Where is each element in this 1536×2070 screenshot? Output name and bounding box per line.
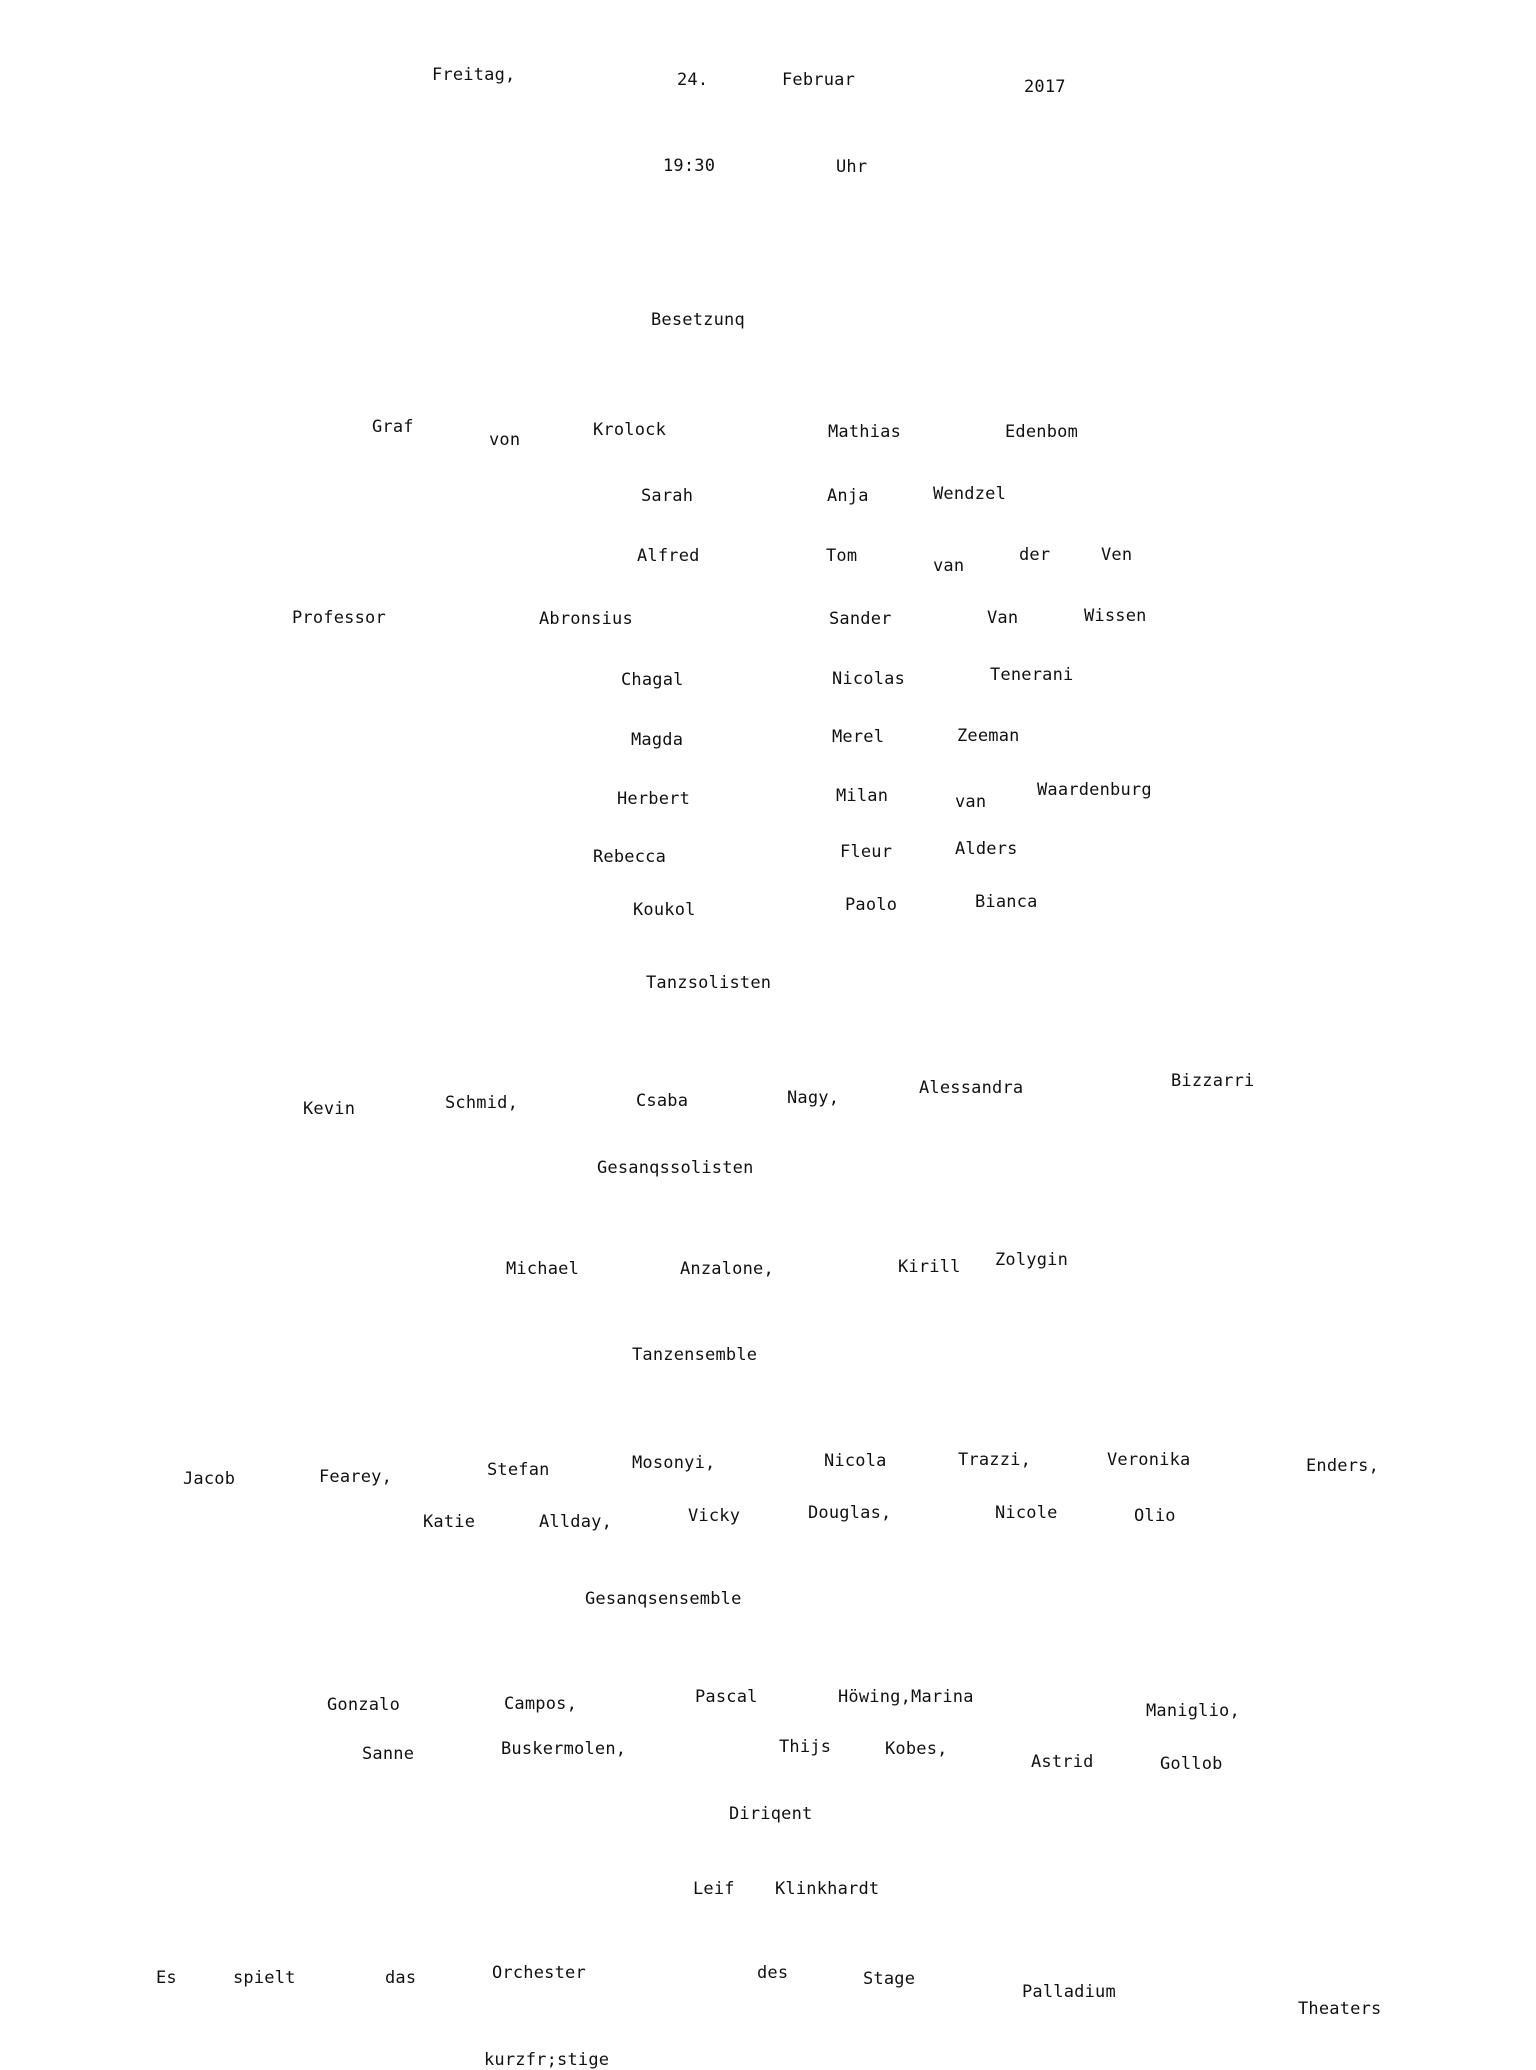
vocal-ensemble-word: Pascal — [695, 1687, 758, 1707]
cast-performer-word: Paolo — [845, 895, 898, 915]
date-month: Februar — [782, 70, 856, 90]
cast-performer-word: Milan — [836, 786, 889, 806]
time-unit: Uhr — [836, 157, 868, 177]
orchestra-tail: kurzfr;stige — [484, 2050, 610, 2070]
cast-performer-word: Anja — [827, 486, 869, 506]
cast-performer-word: Alders — [955, 839, 1018, 859]
cast-role-word: Krolock — [593, 420, 667, 440]
dance-ensemble-word: Veronika — [1107, 1450, 1191, 1470]
dance-ensemble-word: Jacob — [183, 1469, 236, 1489]
dance-soloist-word: Alessandra — [919, 1078, 1024, 1098]
cast-performer-word: van — [933, 556, 965, 576]
cast-role-word: von — [489, 430, 521, 450]
vocal-ensemble-word: Thijs — [779, 1737, 832, 1757]
date-year: 2017 — [1024, 77, 1066, 97]
cast-performer-word: van — [955, 792, 987, 812]
dance-ensemble-word: Nicole — [995, 1503, 1058, 1523]
date-day: 24. — [677, 70, 709, 90]
cast-role-word: Graf — [372, 417, 414, 437]
dance-ensemble-word: Enders, — [1306, 1456, 1380, 1476]
conductor-heading: Diriqent — [729, 1804, 813, 1824]
vocal-soloist-word: Kirill — [898, 1257, 961, 1277]
orchestra-word: Theaters — [1298, 1999, 1382, 2019]
dance-ensemble-word: Nicola — [824, 1451, 887, 1471]
time-value: 19:30 — [663, 156, 716, 176]
cast-role-word: Koukol — [633, 900, 696, 920]
dance-ensemble-word: Mosonyi, — [632, 1453, 716, 1473]
conductor-word: Leif — [693, 1879, 735, 1899]
cast-performer-word: Waardenburg — [1037, 780, 1152, 800]
cast-role-word: Abronsius — [539, 609, 633, 629]
vocal-ensemble-word: Kobes, — [885, 1739, 948, 1759]
orchestra-word: Palladium — [1022, 1982, 1116, 2002]
conductor-word: Klinkhardt — [775, 1879, 880, 1899]
vocal-ensemble-heading: Gesanqsensemble — [585, 1589, 742, 1609]
cast-performer-word: Wissen — [1084, 606, 1147, 626]
cast-performer-word: Zeeman — [957, 726, 1020, 746]
cast-performer-word: Wendzel — [933, 484, 1007, 504]
cast-heading: Besetzunq — [651, 310, 745, 330]
cast-performer-word: Merel — [832, 727, 885, 747]
cast-role-word: Rebecca — [593, 847, 667, 867]
orchestra-word: Stage — [863, 1969, 916, 1989]
vocal-ensemble-word: Sanne — [362, 1744, 415, 1764]
vocal-soloist-word: Michael — [506, 1259, 580, 1279]
dance-ensemble-word: Douglas, — [808, 1503, 892, 1523]
vocal-soloist-word: Anzalone, — [680, 1259, 774, 1279]
cast-performer-word: Mathias — [828, 422, 902, 442]
dance-soloists-heading: Tanzsolisten — [646, 973, 772, 993]
orchestra-word: das — [385, 1968, 417, 1988]
cast-performer-word: Tenerani — [990, 665, 1074, 685]
cast-performer-word: Sander — [829, 609, 892, 629]
dance-ensemble-word: Vicky — [688, 1506, 741, 1526]
dance-ensemble-word: Trazzi, — [958, 1450, 1032, 1470]
cast-performer-word: Ven — [1101, 545, 1133, 565]
cast-performer-word: Fleur — [840, 842, 893, 862]
dance-soloist-word: Schmid, — [445, 1093, 519, 1113]
cast-role-word: Alfred — [637, 546, 700, 566]
vocal-ensemble-word: Astrid — [1031, 1752, 1094, 1772]
cast-performer-word: Nicolas — [832, 669, 906, 689]
cast-role-word: Professor — [292, 608, 386, 628]
orchestra-word: spielt — [233, 1968, 296, 1988]
orchestra-word: Es — [156, 1968, 177, 1988]
cast-performer-word: Edenbom — [1005, 422, 1079, 442]
dance-ensemble-word: Stefan — [487, 1460, 550, 1480]
dance-ensemble-word: Olio — [1134, 1506, 1176, 1526]
dance-soloist-word: Csaba — [636, 1091, 689, 1111]
cast-performer-word: Bianca — [975, 892, 1038, 912]
vocal-ensemble-word: Buskermolen, — [501, 1739, 627, 1759]
vocal-ensemble-word: Gonzalo — [327, 1695, 401, 1715]
vocal-ensemble-word: Höwing,Marina — [838, 1687, 974, 1707]
cast-role-word: Chagal — [621, 670, 684, 690]
dance-soloist-word: Kevin — [303, 1099, 356, 1119]
dance-soloist-word: Nagy, — [787, 1088, 840, 1108]
orchestra-word: des — [757, 1963, 789, 1983]
vocal-ensemble-word: Maniglio, — [1146, 1701, 1240, 1721]
cast-performer-word: Van — [987, 608, 1019, 628]
orchestra-word: Orchester — [492, 1963, 586, 1983]
dance-ensemble-heading: Tanzensemble — [632, 1345, 758, 1365]
dance-ensemble-word: Fearey, — [319, 1467, 393, 1487]
cast-performer-word: der — [1019, 545, 1051, 565]
cast-role-word: Sarah — [641, 486, 694, 506]
vocal-ensemble-word: Gollob — [1160, 1754, 1223, 1774]
cast-role-word: Magda — [631, 730, 684, 750]
cast-performer-word: Tom — [826, 546, 858, 566]
dance-ensemble-word: Allday, — [539, 1512, 613, 1532]
cast-role-word: Herbert — [617, 789, 691, 809]
vocal-soloists-heading: Gesanqssolisten — [597, 1158, 754, 1178]
vocal-ensemble-word: Campos, — [504, 1694, 578, 1714]
dance-ensemble-word: Katie — [423, 1512, 476, 1532]
vocal-soloist-word: Zolygin — [995, 1250, 1069, 1270]
dance-soloist-word: Bizzarri — [1171, 1071, 1255, 1091]
date-weekday: Freitag, — [432, 65, 516, 85]
